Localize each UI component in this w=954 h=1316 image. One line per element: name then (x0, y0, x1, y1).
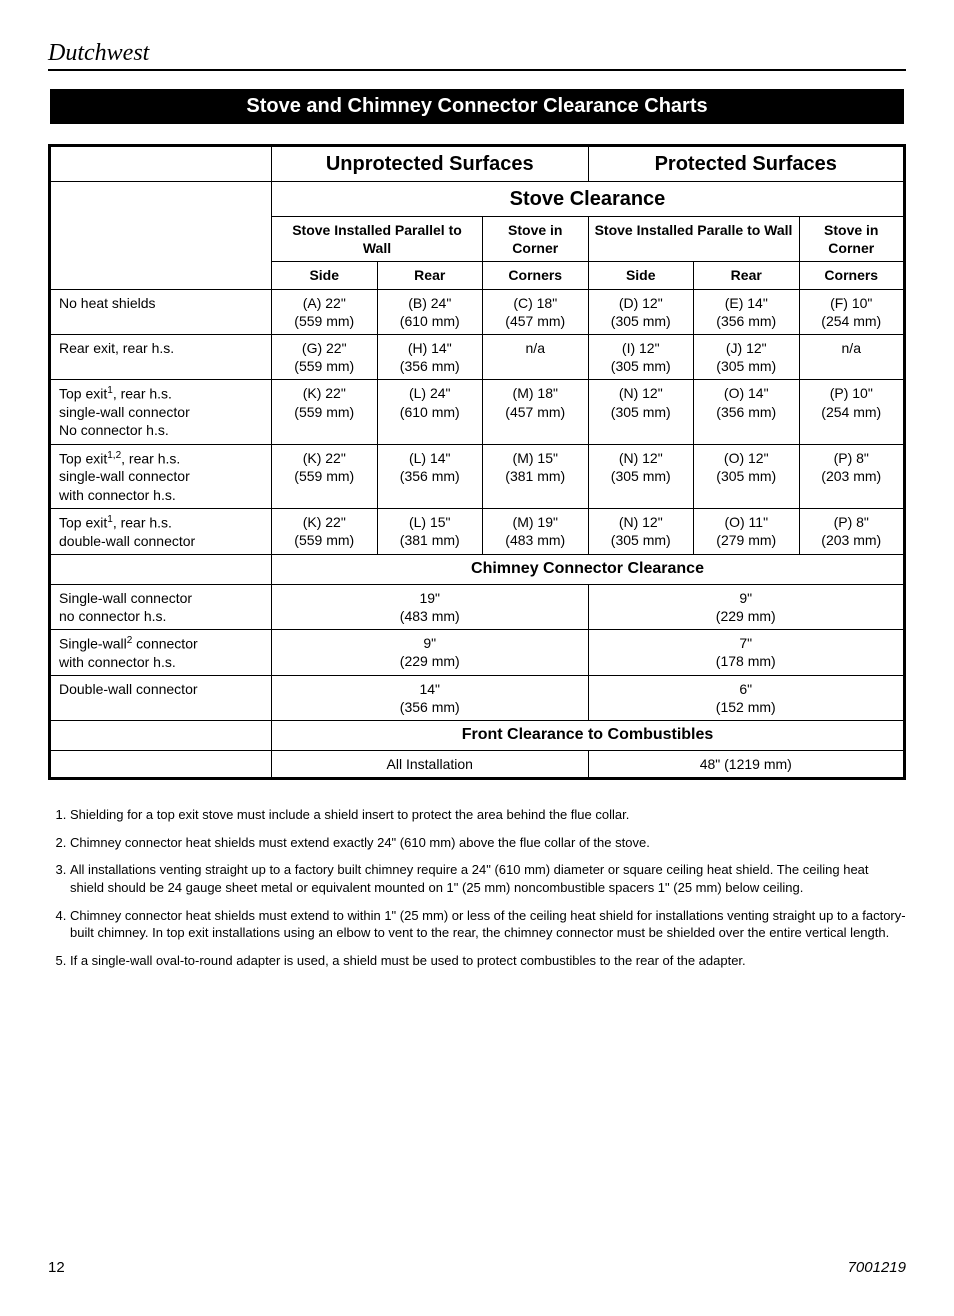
row-label: Top exit1,2, rear h.s.single-wall connec… (50, 444, 272, 508)
hdr-parallel-u: Stove Installed Parallel to Wall (272, 217, 483, 262)
cell: (N) 12"(305 mm) (588, 444, 694, 508)
footnote-item: Chimney connector heat shields must exte… (70, 834, 906, 852)
cell: (L) 14"(356 mm) (377, 444, 483, 508)
clearance-table: Unprotected Surfaces Protected Surfaces … (48, 144, 906, 780)
cell: (M) 19"(483 mm) (483, 508, 589, 554)
cell: (G) 22"(559 mm) (272, 334, 378, 379)
hdr-parallel-p: Stove Installed Paralle to Wall (588, 217, 799, 262)
hdr-rear: Rear (377, 262, 483, 289)
hdr-front: Front Clearance to Combustibles (272, 721, 905, 751)
cell: n/a (483, 334, 589, 379)
row-label: No heat shields (50, 289, 272, 334)
cell: (P) 10"(254 mm) (799, 380, 905, 444)
row-label: Double-wall connector (50, 675, 272, 720)
footnote-item: If a single-wall oval-to-round adapter i… (70, 952, 906, 970)
hdr-unprotected: Unprotected Surfaces (272, 146, 589, 182)
brand-rule (48, 69, 906, 71)
blank-cell (50, 182, 272, 290)
row-label: Single-wall2 connectorwith connector h.s… (50, 629, 272, 675)
footnote-item: Shielding for a top exit stove must incl… (70, 806, 906, 824)
cell: (A) 22"(559 mm) (272, 289, 378, 334)
cell: (L) 15"(381 mm) (377, 508, 483, 554)
cell: (I) 12"(305 mm) (588, 334, 694, 379)
footnotes: Shielding for a top exit stove must incl… (48, 806, 906, 969)
cell: 7"(178 mm) (588, 629, 905, 675)
row-label: Top exit1, rear h.s.double-wall connecto… (50, 508, 272, 554)
cell: (N) 12"(305 mm) (588, 508, 694, 554)
cell: (H) 14"(356 mm) (377, 334, 483, 379)
section-title: Stove and Chimney Connector Clearance Ch… (50, 89, 904, 124)
footnote-item: All installations venting straight up to… (70, 861, 906, 896)
cell: (J) 12"(305 mm) (694, 334, 800, 379)
hdr-corner-u: Stove in Corner (483, 217, 589, 262)
hdr-rear: Rear (694, 262, 800, 289)
cell: (O) 14"(356 mm) (694, 380, 800, 444)
table-row: Double-wall connector14"(356 mm)6"(152 m… (50, 675, 905, 720)
hdr-corner-p: Stove in Corner (799, 217, 905, 262)
cell: 6"(152 mm) (588, 675, 905, 720)
cell: (D) 12"(305 mm) (588, 289, 694, 334)
footnote-item: Chimney connector heat shields must exte… (70, 907, 906, 942)
table-row: Top exit1, rear h.s.double-wall connecto… (50, 508, 905, 554)
cell: (P) 8"(203 mm) (799, 444, 905, 508)
blank-cell (50, 146, 272, 182)
hdr-chimney: Chimney Connector Clearance (272, 554, 905, 584)
table-row: Rear exit, rear h.s.(G) 22"(559 mm)(H) 1… (50, 334, 905, 379)
table-row: Top exit1,2, rear h.s.single-wall connec… (50, 444, 905, 508)
hdr-stove-clearance: Stove Clearance (272, 182, 905, 217)
row-label: Single-wall connectorno connector h.s. (50, 584, 272, 629)
cell: (L) 24"(610 mm) (377, 380, 483, 444)
hdr-side: Side (272, 262, 378, 289)
brand-name: Dutchwest (48, 40, 906, 67)
cell: 19"(483 mm) (272, 584, 589, 629)
table-row: No heat shields(A) 22"(559 mm)(B) 24"(61… (50, 289, 905, 334)
cell: 9"(229 mm) (588, 584, 905, 629)
cell: (M) 18"(457 mm) (483, 380, 589, 444)
cell: (O) 11"(279 mm) (694, 508, 800, 554)
cell: (N) 12"(305 mm) (588, 380, 694, 444)
blank-cell (50, 721, 272, 751)
hdr-protected: Protected Surfaces (588, 146, 905, 182)
cell: 14"(356 mm) (272, 675, 589, 720)
cell: (E) 14"(356 mm) (694, 289, 800, 334)
cell: (O) 12"(305 mm) (694, 444, 800, 508)
cell: n/a (799, 334, 905, 379)
cell: (K) 22"(559 mm) (272, 508, 378, 554)
cell: 9"(229 mm) (272, 629, 589, 675)
doc-number: 7001219 (848, 1259, 906, 1276)
page-footer: 12 7001219 (48, 1259, 906, 1276)
page-number: 12 (48, 1259, 65, 1276)
hdr-corners: Corners (799, 262, 905, 289)
cell: (K) 22"(559 mm) (272, 380, 378, 444)
front-all-install: All Installation (272, 751, 589, 779)
table-row: Top exit1, rear h.s.single-wall connecto… (50, 380, 905, 444)
table-row: Single-wall2 connectorwith connector h.s… (50, 629, 905, 675)
blank-cell (50, 751, 272, 779)
hdr-corners: Corners (483, 262, 589, 289)
cell: (C) 18"(457 mm) (483, 289, 589, 334)
cell: (F) 10"(254 mm) (799, 289, 905, 334)
cell: (P) 8"(203 mm) (799, 508, 905, 554)
table-row: Single-wall connectorno connector h.s.19… (50, 584, 905, 629)
cell: (B) 24"(610 mm) (377, 289, 483, 334)
row-label: Top exit1, rear h.s.single-wall connecto… (50, 380, 272, 444)
hdr-side: Side (588, 262, 694, 289)
blank-cell (50, 554, 272, 584)
cell: (M) 15"(381 mm) (483, 444, 589, 508)
front-value: 48" (1219 mm) (588, 751, 905, 779)
row-label: Rear exit, rear h.s. (50, 334, 272, 379)
cell: (K) 22"(559 mm) (272, 444, 378, 508)
